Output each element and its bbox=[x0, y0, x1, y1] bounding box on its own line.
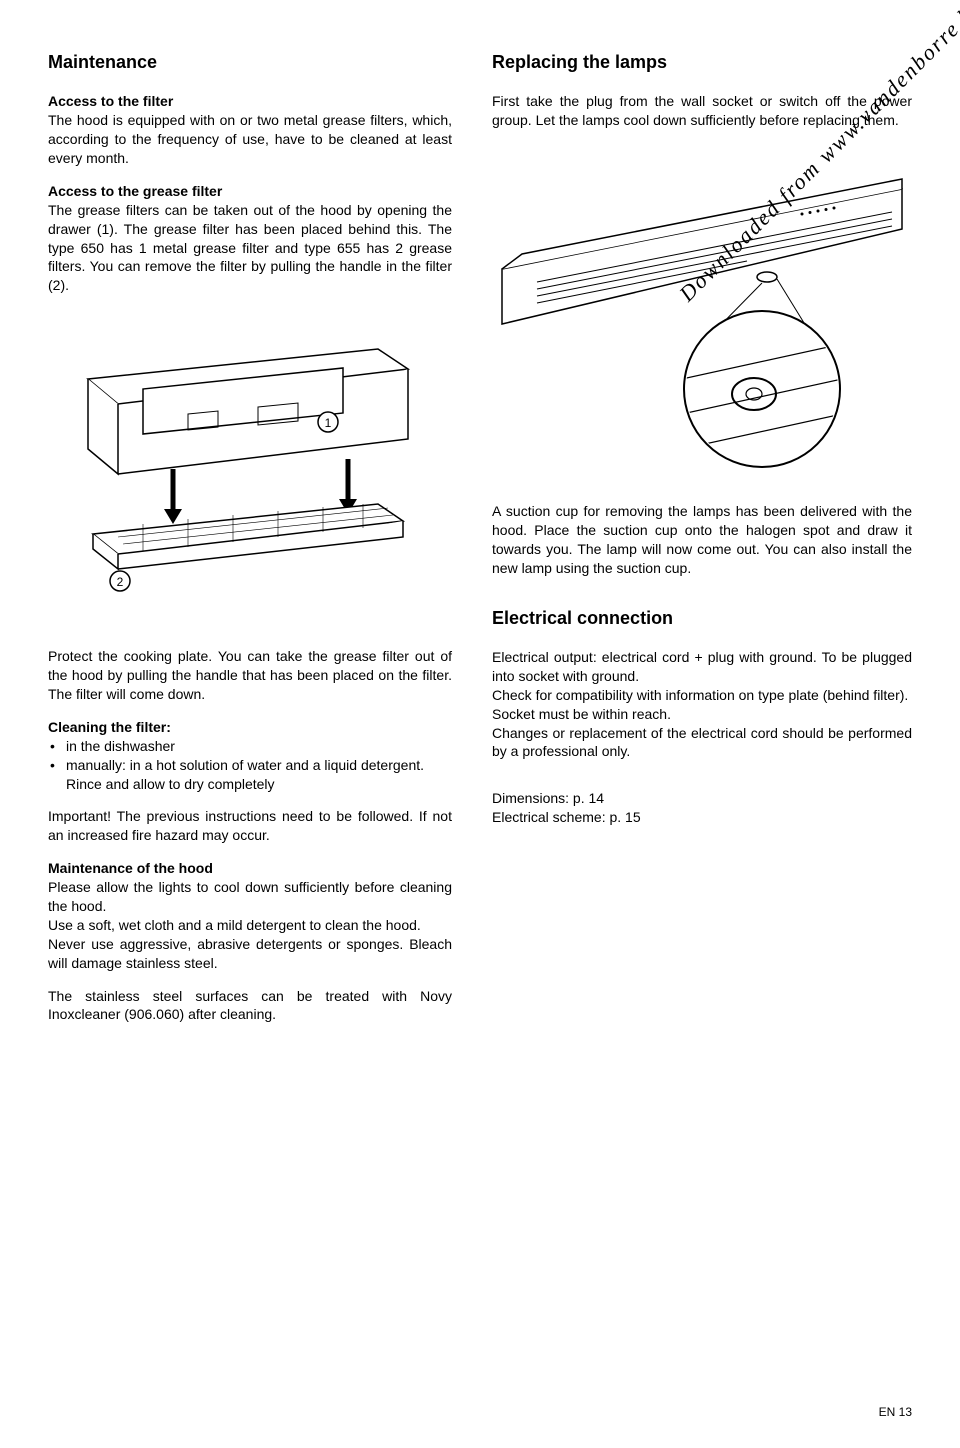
two-column-layout: Maintenance Access to the filter The hoo… bbox=[48, 50, 912, 1038]
para-maint-2: Use a soft, wet cloth and a mild deterge… bbox=[48, 916, 452, 935]
para-elec-1: Electrical output: electrical cord + plu… bbox=[492, 648, 912, 686]
para-elec-2: Check for compatibility with information… bbox=[492, 686, 912, 705]
list-item: in the dishwasher bbox=[48, 737, 452, 756]
left-column: Maintenance Access to the filter The hoo… bbox=[48, 50, 452, 1038]
svg-text:2: 2 bbox=[117, 575, 124, 589]
para-dimensions: Dimensions: p. 14 bbox=[492, 789, 912, 808]
para-maint-1: Please allow the lights to cool down suf… bbox=[48, 878, 452, 916]
para-access-grease: The grease filters can be taken out of t… bbox=[48, 201, 452, 295]
para-access-filter: The hood is equipped with on or two meta… bbox=[48, 111, 452, 168]
subheading-access-grease: Access to the grease filter bbox=[48, 182, 452, 201]
heading-maintenance: Maintenance bbox=[48, 50, 452, 74]
para-replacing: First take the plug from the wall socket… bbox=[492, 92, 912, 130]
filter-diagram-svg: 1 bbox=[48, 319, 448, 619]
right-column: Replacing the lamps First take the plug … bbox=[492, 50, 912, 1038]
para-stainless: The stainless steel surfaces can be trea… bbox=[48, 987, 452, 1025]
para-maint-3: Never use aggressive, abrasive detergent… bbox=[48, 935, 452, 973]
para-suction-cup: A suction cup for removing the lamps has… bbox=[492, 502, 912, 578]
figure-lamp-hood bbox=[492, 154, 912, 474]
heading-replacing-lamps: Replacing the lamps bbox=[492, 50, 912, 74]
lamp-diagram-svg bbox=[492, 154, 912, 474]
para-elec-4: Changes or replacement of the electrical… bbox=[492, 724, 912, 762]
subheading-access-filter: Access to the filter bbox=[48, 92, 452, 111]
figure-filter-drawer: 1 bbox=[48, 319, 452, 619]
para-elec-3: Socket must be within reach. bbox=[492, 705, 912, 724]
list-item: manually: in a hot solution of water and… bbox=[48, 756, 452, 794]
svg-text:1: 1 bbox=[325, 416, 332, 430]
para-important: Important! The previous instructions nee… bbox=[48, 807, 452, 845]
para-elec-scheme: Electrical scheme: p. 15 bbox=[492, 808, 912, 827]
list-cleaning: in the dishwasher manually: in a hot sol… bbox=[48, 737, 452, 794]
heading-electrical: Electrical connection bbox=[492, 606, 912, 630]
page-number: EN 13 bbox=[879, 1404, 912, 1420]
subheading-maintenance-hood: Maintenance of the hood bbox=[48, 859, 452, 878]
para-protect-plate: Protect the cooking plate. You can take … bbox=[48, 647, 452, 704]
subheading-cleaning-filter: Cleaning the filter: bbox=[48, 718, 452, 737]
